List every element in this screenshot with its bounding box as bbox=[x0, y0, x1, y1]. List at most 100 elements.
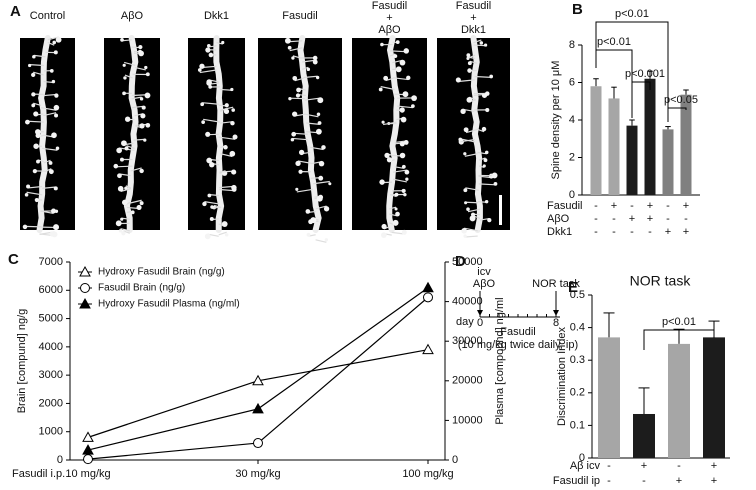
spine-head bbox=[221, 221, 228, 227]
spine-head bbox=[404, 169, 410, 175]
panel-letter: A bbox=[10, 3, 21, 20]
data-point bbox=[83, 454, 93, 465]
spine-head bbox=[204, 233, 211, 240]
y-tick-label: 2 bbox=[569, 151, 575, 163]
spine-head bbox=[312, 59, 318, 65]
spine-head bbox=[51, 132, 57, 139]
spine-head bbox=[395, 211, 400, 217]
y-tick-label: 3000 bbox=[39, 369, 63, 381]
spine-head bbox=[394, 207, 398, 211]
spine-head bbox=[113, 163, 119, 169]
y-tick-label: 7000 bbox=[39, 256, 63, 268]
significance-bracket bbox=[595, 49, 633, 100]
spine bbox=[218, 231, 227, 236]
significance-label: p<0.001 bbox=[625, 68, 665, 80]
y-tick-label: 0 bbox=[57, 454, 63, 466]
x-axis-label: Fasudil i.p. bbox=[12, 468, 65, 480]
spine-head bbox=[144, 65, 148, 70]
y-tick-label: 0.1 bbox=[570, 419, 585, 431]
spine-head bbox=[484, 199, 489, 204]
spine-head bbox=[120, 157, 124, 162]
spine bbox=[44, 168, 52, 173]
spine bbox=[124, 74, 133, 79]
spine-head bbox=[463, 234, 467, 238]
dendrite-shaft bbox=[386, 35, 401, 233]
spine bbox=[293, 132, 308, 135]
event-label: icv bbox=[477, 266, 491, 278]
spine-head bbox=[35, 132, 41, 139]
spine-head bbox=[122, 63, 126, 67]
spine-head bbox=[31, 103, 36, 108]
spine bbox=[302, 59, 316, 63]
micrograph bbox=[20, 38, 75, 230]
spine bbox=[26, 191, 43, 196]
spine-head bbox=[55, 146, 60, 151]
spine-head bbox=[53, 186, 58, 191]
spine-head bbox=[491, 172, 498, 179]
spine bbox=[464, 227, 478, 232]
image-label: AβO bbox=[121, 10, 144, 22]
spine-head bbox=[229, 150, 236, 157]
spine bbox=[33, 71, 44, 76]
spine bbox=[47, 41, 55, 46]
spine bbox=[389, 50, 407, 53]
spine-head bbox=[32, 168, 37, 174]
spine-head bbox=[317, 121, 322, 125]
spine bbox=[464, 153, 478, 157]
bar bbox=[598, 337, 620, 458]
spine bbox=[121, 217, 130, 220]
axis-label: day bbox=[456, 316, 474, 328]
spine-head bbox=[315, 75, 320, 80]
legend-marker bbox=[80, 283, 90, 293]
y-tick-label: 0.4 bbox=[570, 322, 585, 334]
data-point bbox=[423, 292, 433, 303]
bar bbox=[633, 413, 655, 458]
spine bbox=[129, 199, 142, 204]
spine bbox=[40, 107, 57, 111]
spine-head bbox=[26, 184, 31, 189]
spine-head bbox=[231, 187, 237, 192]
spine bbox=[41, 147, 58, 151]
spine-head bbox=[489, 74, 494, 79]
x-tick-label: 30 mg/kg bbox=[235, 468, 280, 480]
spine-head bbox=[24, 193, 29, 197]
spine-head bbox=[403, 140, 409, 145]
spine-head bbox=[49, 231, 56, 237]
y-tick-label: 0 bbox=[569, 189, 575, 201]
bar bbox=[668, 343, 690, 458]
spine bbox=[458, 79, 475, 83]
spine-head bbox=[305, 209, 311, 214]
y-tick-label: 6000 bbox=[39, 284, 63, 296]
spine-head bbox=[460, 108, 466, 115]
spine-head bbox=[381, 223, 387, 230]
spine-head bbox=[53, 224, 60, 231]
y-tick-label: 6 bbox=[569, 76, 575, 88]
spine bbox=[219, 188, 235, 192]
condition-label: Dkk1 bbox=[547, 226, 572, 238]
arrow-head bbox=[553, 310, 559, 316]
condition-sign: + bbox=[641, 460, 647, 472]
spine-head bbox=[130, 210, 135, 215]
spine-head bbox=[122, 91, 126, 96]
spine bbox=[390, 194, 397, 198]
spine-head bbox=[199, 63, 205, 69]
spine bbox=[220, 121, 233, 124]
condition-sign: + bbox=[611, 200, 617, 212]
spine-head bbox=[399, 59, 406, 66]
spine-head bbox=[141, 105, 146, 110]
bar bbox=[703, 337, 725, 458]
spine bbox=[131, 105, 144, 109]
y-tick-label: 0.3 bbox=[570, 354, 585, 366]
condition-sign: - bbox=[642, 475, 646, 487]
significance-bracket bbox=[595, 21, 669, 118]
spine bbox=[478, 157, 486, 161]
panel-letter: D bbox=[455, 253, 466, 270]
condition-sign: - bbox=[677, 460, 681, 472]
spine-head bbox=[458, 137, 463, 142]
dendrite bbox=[197, 35, 238, 240]
spine-head bbox=[401, 229, 407, 235]
y-tick-label: 0 bbox=[579, 452, 585, 464]
image-label: Dkk1 bbox=[461, 24, 486, 36]
spine bbox=[43, 112, 57, 117]
